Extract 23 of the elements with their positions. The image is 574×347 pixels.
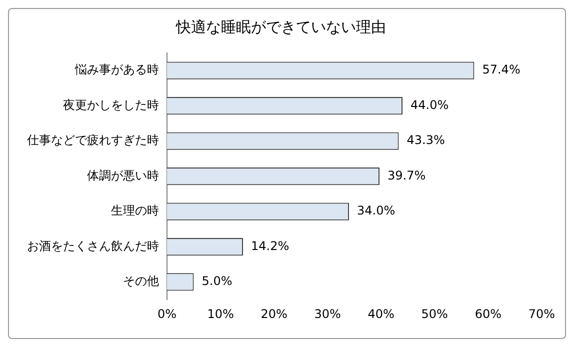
- y-tick-label: お酒をたくさん飲んだ時: [27, 238, 159, 253]
- data-label: 5.0%: [202, 274, 232, 288]
- y-tick-label: 仕事などで疲れすぎた時: [26, 133, 159, 148]
- y-tick-label: 生理の時: [111, 204, 159, 218]
- x-tick-label: 10%: [207, 306, 234, 321]
- y-tick-label: その他: [123, 274, 159, 288]
- data-label: 39.7%: [387, 168, 426, 182]
- data-label: 14.2%: [251, 238, 290, 253]
- x-tick-label: 30%: [314, 306, 341, 321]
- x-tick-label: 70%: [528, 306, 555, 321]
- data-label: 34.0%: [356, 204, 396, 218]
- data-label: 44.0%: [410, 98, 449, 112]
- y-tick-label: 夜更かしをした時: [63, 98, 159, 112]
- x-tick-label: 60%: [474, 306, 502, 321]
- x-tick-label: 0%: [157, 306, 177, 321]
- x-tick-label: 20%: [260, 306, 288, 321]
- y-tick-label: 悩み事がある時: [74, 62, 159, 77]
- chart-title: 快適な睡眠ができていない理由: [175, 18, 386, 36]
- data-label: 57.4%: [482, 62, 520, 77]
- x-tick-label: 40%: [368, 306, 394, 321]
- y-tick-label: 体調が悪い時: [87, 168, 159, 182]
- x-tick-label: 50%: [421, 306, 448, 321]
- data-label: 43.3%: [406, 133, 445, 148]
